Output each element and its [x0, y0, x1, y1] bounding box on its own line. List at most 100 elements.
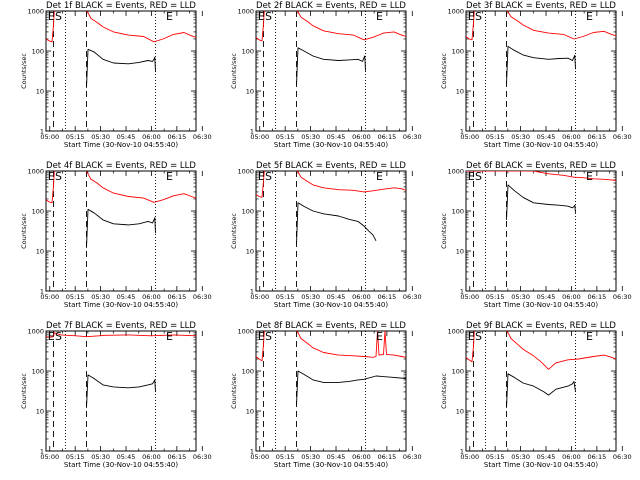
events-series-line	[86, 208, 156, 248]
x-tick-label: 05:15	[66, 133, 85, 141]
y-tick-label: 100	[32, 368, 44, 376]
event-marker-label: E	[258, 170, 265, 183]
event-marker-label: S	[475, 10, 482, 23]
x-tick-label: 05:00	[250, 453, 269, 461]
detector-panel-9: Det 9f BLACK = Events, RED = LLD 1 10 100 10…	[440, 321, 632, 469]
lld-series-line	[256, 171, 265, 198]
y-tick-label: 10	[246, 248, 254, 256]
plot-frame	[255, 10, 407, 132]
x-tick-label: 05:15	[276, 293, 295, 301]
lld-series-line	[46, 332, 196, 338]
y-axis-label: Counts/sec	[440, 53, 448, 89]
x-tick-label: 05:45	[327, 453, 346, 461]
x-tick-label: 06:00	[562, 133, 581, 141]
x-tick-label: 05:00	[40, 133, 59, 141]
y-tick-label: 1000	[447, 328, 464, 336]
x-tick-label: 06:15	[588, 453, 607, 461]
panel-title: Det 3f BLACK = Events, RED = LLD	[466, 1, 616, 11]
event-marker-label: E	[376, 330, 383, 343]
y-tick-label: 1	[250, 448, 254, 456]
y-axis-label: Counts/sec	[20, 373, 28, 409]
events-series-line	[86, 374, 156, 408]
x-tick-label: 05:15	[486, 133, 505, 141]
y-tick-label: 1000	[27, 168, 44, 176]
events-series-line	[506, 373, 576, 408]
lld-series-line	[86, 171, 196, 203]
event-marker-label: E	[166, 330, 173, 343]
detector-panel-5: Det 5f BLACK = Events, RED = LLD 1 10 100 10…	[230, 161, 422, 309]
x-tick-label: 05:15	[66, 293, 85, 301]
lld-series-line	[466, 331, 475, 363]
y-tick-label: 1	[40, 288, 44, 296]
y-axis-label: Counts/sec	[230, 53, 238, 89]
event-marker-label: E	[258, 330, 265, 343]
detector-panel-6: Det 6f BLACK = Events, RED = LLD 1 10 100 10…	[440, 161, 632, 309]
x-tick-label: 06:15	[168, 293, 187, 301]
x-tick-label: 05:00	[250, 293, 269, 301]
detector-panel-8: Det 8f BLACK = Events, RED = LLD 1 10 100 10…	[230, 321, 422, 469]
event-marker-label: E	[48, 330, 55, 343]
event-marker-label: S	[55, 330, 62, 343]
event-marker-label: S	[265, 10, 272, 23]
detector-panel-2: Det 2f BLACK = Events, RED = LLD 1 10 100 10…	[230, 1, 422, 149]
x-tick-label: 05:30	[301, 133, 320, 141]
x-tick-label: 05:00	[250, 133, 269, 141]
event-marker-label: E	[258, 10, 265, 23]
events-series-line	[296, 47, 366, 86]
lld-series-line	[466, 171, 616, 181]
event-marker-label: E	[468, 170, 475, 183]
y-tick-label: 10	[246, 408, 254, 416]
y-tick-label: 1000	[237, 8, 254, 16]
y-tick-label: 100	[32, 208, 44, 216]
x-tick-label: 06:30	[403, 133, 422, 141]
y-tick-label: 100	[452, 368, 464, 376]
x-tick-label: 05:00	[40, 453, 59, 461]
y-tick-label: 1000	[447, 8, 464, 16]
y-tick-label: 10	[456, 248, 464, 256]
x-axis-label: Start Time (30-Nov-10 04:55:40)	[484, 461, 598, 469]
x-tick-label: 05:15	[486, 453, 505, 461]
y-tick-label: 1	[40, 128, 44, 136]
plot-frame	[465, 330, 617, 452]
x-tick-label: 06:00	[352, 453, 371, 461]
panel-title: Det 2f BLACK = Events, RED = LLD	[256, 1, 406, 11]
x-tick-label: 05:30	[301, 293, 320, 301]
panel-title: Det 9f BLACK = Events, RED = LLD	[466, 321, 616, 331]
panel-title: Det 5f BLACK = Events, RED = LLD	[256, 161, 406, 171]
x-tick-label: 06:30	[403, 293, 422, 301]
y-axis-label: Counts/sec	[440, 373, 448, 409]
x-tick-label: 06:30	[613, 293, 632, 301]
x-axis-label: Start Time (30-Nov-10 04:55:40)	[64, 141, 178, 149]
events-series-line	[506, 184, 576, 220]
x-tick-label: 05:45	[537, 453, 556, 461]
detector-panel-7: Det 7f BLACK = Events, RED = LLD 1 10 100 10…	[20, 321, 212, 469]
lld-series-line	[296, 331, 406, 358]
y-tick-label: 1000	[237, 328, 254, 336]
lld-series-line	[466, 11, 475, 41]
y-axis-label: Counts/sec	[230, 373, 238, 409]
detector-panel-3: Det 3f BLACK = Events, RED = LLD 1 10 100 10…	[440, 1, 632, 149]
x-axis-label: Start Time (30-Nov-10 04:55:40)	[64, 301, 178, 309]
x-tick-label: 05:45	[117, 133, 136, 141]
event-marker-label: E	[376, 10, 383, 23]
x-axis-label: Start Time (30-Nov-10 04:55:40)	[64, 461, 178, 469]
x-tick-label: 06:15	[378, 293, 397, 301]
x-tick-label: 06:15	[168, 453, 187, 461]
panel-title: Det 8f BLACK = Events, RED = LLD	[256, 321, 406, 331]
panel-title: Det 4f BLACK = Events, RED = LLD	[46, 161, 196, 171]
event-marker-label: S	[475, 330, 482, 343]
x-tick-label: 06:30	[193, 293, 212, 301]
lld-series-line	[506, 331, 616, 370]
x-tick-label: 06:15	[588, 133, 607, 141]
x-tick-label: 05:45	[327, 133, 346, 141]
lld-series-line	[86, 11, 196, 43]
panel-title: Det 1f BLACK = Events, RED = LLD	[46, 1, 196, 11]
y-tick-label: 1	[250, 128, 254, 136]
panel-title: Det 6f BLACK = Events, RED = LLD	[466, 161, 616, 171]
event-marker-label: S	[265, 330, 272, 343]
detector-panel-1: Det 1f BLACK = Events, RED = LLD 1 10 100 10…	[20, 1, 212, 149]
x-tick-label: 05:30	[91, 453, 110, 461]
x-tick-label: 06:30	[193, 133, 212, 141]
x-tick-label: 05:00	[460, 133, 479, 141]
event-marker-label: E	[586, 170, 593, 183]
